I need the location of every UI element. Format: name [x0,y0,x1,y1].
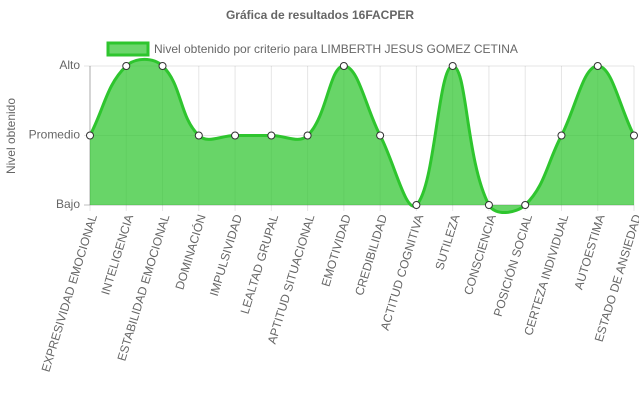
point [376,131,385,140]
point [231,131,240,140]
point [593,62,602,70]
point [158,62,167,70]
x-tick-label: INTELIGENCIA [98,213,136,297]
x-tick-label: AUTOESTIMA [572,213,608,291]
area [90,59,634,213]
y-tick-label: Bajo [56,197,80,211]
point [630,131,638,140]
x-tick-label: IMPULSIVIDAD [207,212,245,297]
point [339,62,348,70]
point [303,131,312,140]
point [412,201,421,209]
y-tick-label: Promedio [29,128,81,142]
point [86,131,94,140]
x-tick-label: SUTILEZA [432,213,462,272]
chart-title: Gráfica de resultados 16FACPER [226,8,414,22]
x-tick-label: POSICIÓN SOCIAL [490,212,535,318]
x-tick-label: EXPRESIVIDAD EMOCIONAL [39,212,100,373]
x-tick-label: DOMINACIÓN [172,212,209,291]
point [521,201,530,209]
point [557,131,566,140]
y-axis-title: Nivel obtenido [4,98,18,174]
point [122,62,131,70]
point [448,62,457,70]
legend-label: Nivel obtenido por criterio para LIMBERT… [154,42,518,56]
point [194,131,203,140]
legend-swatch [106,41,150,57]
x-tick-label: LEALTAD GRUPAL [238,212,282,315]
y-tick-label: Alto [59,58,80,72]
x-tick-label: EMOTIVIDAD [319,212,354,288]
point [267,131,276,140]
point [484,201,493,209]
x-tick-label: CONSCIENCIA [461,213,499,297]
x-tick-label: CREDIBILIDAD [352,212,390,297]
